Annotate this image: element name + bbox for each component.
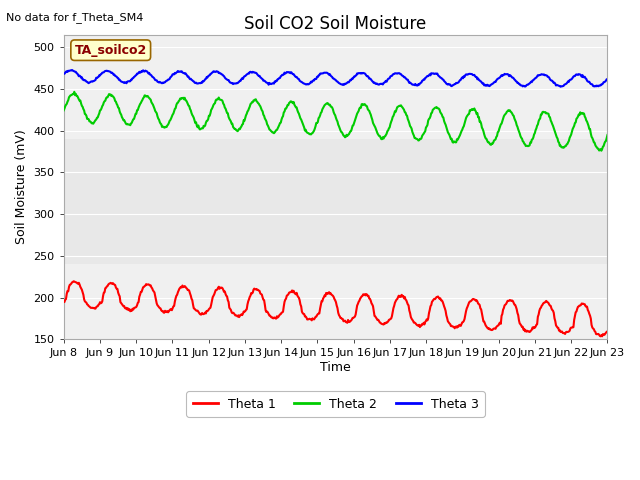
Text: No data for f_Theta_SM4: No data for f_Theta_SM4 [6, 12, 144, 23]
Y-axis label: Soil Moisture (mV): Soil Moisture (mV) [15, 130, 28, 244]
Legend: Theta 1, Theta 2, Theta 3: Theta 1, Theta 2, Theta 3 [186, 391, 485, 417]
Bar [64, 35, 607, 139]
Bar [64, 264, 607, 339]
X-axis label: Time: Time [320, 361, 351, 374]
Title: Soil CO2 Soil Moisture: Soil CO2 Soil Moisture [244, 15, 427, 33]
Text: TA_soilco2: TA_soilco2 [75, 44, 147, 57]
